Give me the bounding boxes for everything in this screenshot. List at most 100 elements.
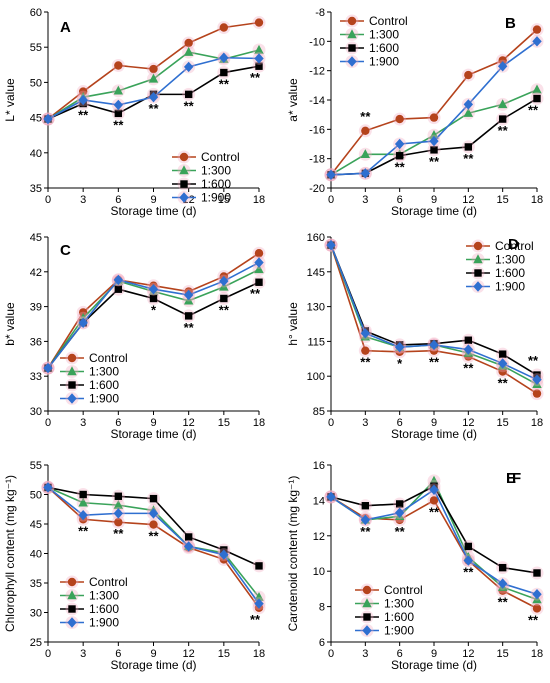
y-tick-label: -20 — [309, 183, 325, 195]
data-point-legend-Control — [347, 16, 357, 26]
data-point-legend-1-300 — [179, 165, 189, 175]
x-tick-label: 18 — [531, 417, 543, 429]
data-point-1-600 — [114, 109, 123, 118]
significance-annotation: ** — [360, 109, 371, 124]
legend-label: 1:900 — [369, 55, 399, 69]
data-point-Control — [532, 604, 542, 613]
x-axis-label: Storage time (d) — [110, 204, 196, 218]
panel-letter: F — [512, 470, 521, 487]
data-point-1-900 — [429, 135, 439, 147]
data-point-1-600 — [361, 502, 370, 510]
x-tick-label: 0 — [45, 194, 51, 206]
data-point-legend-1-900 — [67, 617, 77, 628]
legend-label: 1:300 — [201, 164, 231, 178]
data-point-legend-1-900 — [179, 192, 189, 203]
x-tick-label: 3 — [362, 194, 368, 206]
data-point-1-300 — [463, 108, 474, 117]
data-point-legend-Control — [179, 152, 189, 162]
data-point-1-900 — [219, 549, 229, 560]
significance-annotation: ** — [148, 101, 159, 116]
data-point-legend-Control — [362, 585, 372, 595]
data-point-legend-Control — [67, 577, 77, 587]
y-tick-label: -10 — [309, 36, 325, 48]
x-tick-label: 18 — [531, 194, 543, 206]
data-point-1-300 — [78, 497, 88, 507]
significance-annotation: ** — [463, 151, 474, 166]
significance-annotation: ** — [250, 612, 261, 627]
data-point-1-600 — [498, 350, 507, 358]
y-tick-label: 45 — [30, 113, 42, 125]
x-tick-label: 0 — [328, 194, 334, 206]
panel-letter: D — [508, 236, 519, 253]
x-tick-label: 6 — [115, 194, 121, 206]
significance-annotation: * — [151, 302, 157, 317]
legend-label: 1:900 — [201, 191, 231, 205]
chart-panel-d: 85 100 115 130 145 160 0 3 6 9 12 15 18 Storage time … — [286, 232, 544, 441]
data-point-1-600 — [114, 492, 123, 500]
data-point-Control — [219, 23, 229, 32]
data-point-Control — [498, 56, 507, 65]
data-point-1-900 — [463, 99, 474, 110]
significance-annotation: ** — [429, 355, 440, 370]
data-point-legend-1-900 — [67, 393, 77, 404]
data-point-1-900 — [360, 168, 371, 179]
x-tick-label: 0 — [328, 648, 334, 660]
legend-label: Control — [384, 583, 423, 597]
data-point-1-900 — [326, 239, 336, 251]
data-point-1-900 — [394, 507, 405, 518]
data-point-Control — [395, 114, 404, 124]
significance-annotation: ** — [498, 376, 509, 391]
series-1-900 — [41, 480, 266, 611]
x-tick-label: 0 — [45, 417, 51, 429]
data-point-Control — [464, 70, 473, 80]
data-point-1-600 — [498, 115, 507, 123]
y-tick-label: 42 — [30, 267, 42, 279]
significance-annotation: ** — [528, 353, 539, 368]
y-tick-label: 130 — [307, 302, 325, 314]
panel-letter: B — [505, 15, 516, 32]
legend-label: 1:300 — [89, 365, 119, 379]
x-tick-label: 0 — [45, 648, 51, 660]
significance-annotation: ** — [184, 98, 195, 113]
data-point-1-900 — [497, 358, 508, 369]
x-axis-label: Storage time (d) — [391, 427, 477, 441]
data-point-legend-1-600 — [363, 613, 371, 621]
data-point-Control — [78, 87, 88, 96]
chart-panel-f: 6 8 10 12 14 16 0 3 6 9 12 15 18 Storage time (d) Caro… — [286, 460, 544, 672]
data-point-1-900 — [78, 509, 88, 521]
x-axis-label: Storage time (d) — [391, 658, 477, 672]
y-tick-label: 35 — [30, 578, 42, 590]
x-tick-label: 15 — [497, 194, 509, 206]
x-tick-label: 12 — [183, 648, 195, 660]
data-point-1-600 — [184, 312, 193, 320]
data-point-1-600 — [498, 563, 507, 572]
data-point-1-300 — [429, 475, 439, 485]
x-tick-label: 18 — [253, 648, 265, 660]
data-point-1-900 — [183, 289, 194, 301]
data-point-Control — [429, 496, 439, 505]
data-point-Control — [254, 18, 264, 27]
data-point-Control — [149, 520, 158, 529]
x-tick-label: 3 — [80, 648, 86, 660]
x-tick-label: 6 — [397, 648, 403, 660]
y-tick-label: 115 — [307, 336, 325, 348]
x-tick-label: 15 — [497, 417, 509, 429]
x-tick-label: 9 — [150, 648, 156, 660]
x-tick-label: 9 — [431, 417, 437, 429]
data-point-1-300 — [360, 149, 371, 158]
significance-annotation: ** — [250, 70, 261, 85]
data-point-Control — [361, 126, 370, 135]
y-axis-label: b* value — [3, 302, 17, 346]
x-axis-label: Storage time (d) — [110, 658, 196, 672]
data-point-1-600 — [464, 336, 473, 344]
data-point-1-900 — [463, 344, 474, 355]
data-point-Control — [78, 308, 88, 317]
data-point-1-600 — [220, 68, 228, 77]
series-1-900 — [41, 51, 266, 126]
significance-annotation: ** — [219, 77, 230, 92]
legend-label: Control — [369, 14, 408, 28]
